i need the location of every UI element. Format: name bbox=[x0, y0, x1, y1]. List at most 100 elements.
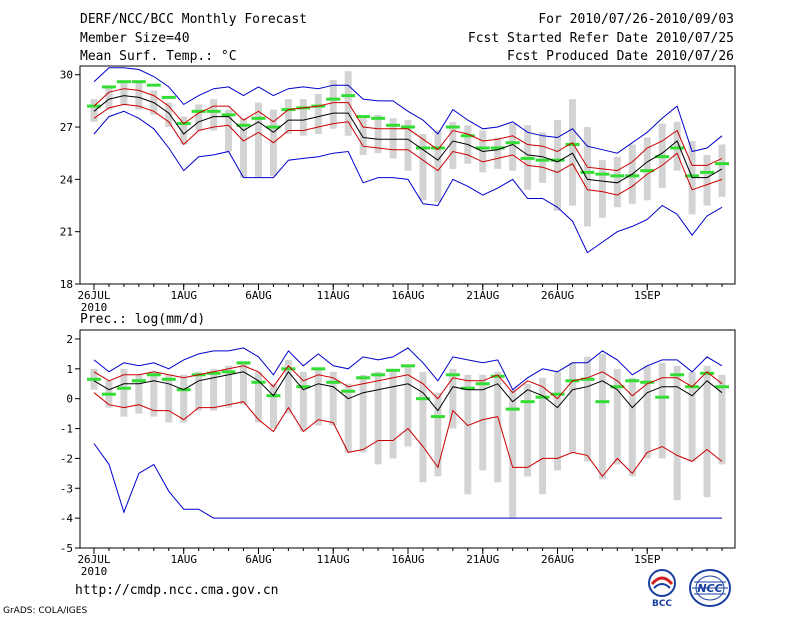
climatology-mark bbox=[700, 170, 715, 174]
climatology-mark bbox=[580, 377, 595, 381]
member-range-bar bbox=[269, 383, 277, 429]
member-range-bar bbox=[628, 377, 636, 477]
ncc-logo-text: NCC bbox=[697, 582, 722, 595]
member-range-bar bbox=[509, 123, 517, 171]
x-tick-label: 16AUG bbox=[391, 289, 424, 302]
x-tick-label: 16AUG bbox=[391, 553, 424, 566]
climatology-mark bbox=[161, 95, 176, 99]
y-tick-label: 18 bbox=[60, 278, 73, 291]
climatology-mark bbox=[595, 400, 610, 404]
member-range-bar bbox=[509, 389, 517, 519]
climatology-mark bbox=[101, 85, 116, 89]
ensemble-mean-line bbox=[93, 370, 723, 412]
climatology-mark bbox=[401, 364, 415, 368]
member-range-bar bbox=[314, 368, 322, 426]
x-tick-label: 26JUL bbox=[77, 553, 110, 566]
climatology-mark bbox=[430, 146, 445, 150]
x-tick-label: 1AUG bbox=[170, 289, 197, 302]
climatology-mark bbox=[640, 380, 655, 384]
member-range-bar bbox=[389, 118, 397, 159]
member-range-bar bbox=[554, 371, 562, 471]
climatology-mark bbox=[131, 80, 146, 84]
climatology-mark bbox=[281, 367, 296, 371]
climatology-mark bbox=[625, 174, 640, 178]
y-tick-label: 27 bbox=[60, 121, 73, 134]
x-tick-label: 1SEP bbox=[634, 553, 661, 566]
climatology-mark bbox=[206, 109, 221, 113]
x-tick-label: 26JUL bbox=[77, 289, 110, 302]
member-range-bar bbox=[135, 81, 143, 110]
member-range-bar bbox=[150, 371, 158, 417]
climatology-mark bbox=[550, 392, 565, 396]
member-range-bar bbox=[613, 156, 621, 208]
max-member-line bbox=[93, 67, 723, 154]
member-range-bar bbox=[195, 371, 203, 411]
y-tick-label: -3 bbox=[60, 482, 73, 495]
member-range-bar bbox=[464, 374, 472, 495]
member-range-bar bbox=[165, 102, 173, 128]
member-range-bar bbox=[449, 121, 457, 169]
climatology-mark bbox=[251, 116, 266, 120]
climatology-mark bbox=[311, 367, 326, 371]
member-range-bar bbox=[225, 365, 233, 408]
climatology-mark bbox=[715, 162, 729, 166]
climatology-mark bbox=[401, 125, 415, 129]
member-range-bar bbox=[329, 79, 337, 129]
mean-minus-std-line bbox=[93, 392, 723, 478]
member-range-bar bbox=[344, 383, 352, 453]
precipitation-axis-title: Prec.: log(mm/d) bbox=[80, 312, 205, 327]
climatology-mark bbox=[475, 382, 490, 386]
member-range-bar bbox=[598, 160, 606, 218]
member-range-bar bbox=[419, 371, 427, 483]
member-range-bar bbox=[299, 371, 307, 432]
climatology-mark bbox=[146, 373, 161, 377]
member-range-bar bbox=[658, 362, 666, 459]
climatology-mark bbox=[655, 155, 670, 159]
climatology-mark bbox=[415, 397, 430, 401]
website-url[interactable]: http://cmdp.ncc.cma.gov.cn bbox=[75, 583, 279, 598]
climatology-mark bbox=[475, 146, 490, 150]
member-range-bar bbox=[120, 368, 128, 417]
member-range-bar bbox=[105, 86, 113, 110]
climatology-mark bbox=[490, 146, 505, 150]
climatology-mark bbox=[625, 379, 640, 383]
x-tick-label: 21AUG bbox=[466, 553, 499, 566]
member-range-bar bbox=[583, 356, 591, 462]
climatology-mark bbox=[445, 125, 460, 129]
member-range-bar bbox=[598, 353, 606, 480]
member-range-bar bbox=[389, 368, 397, 459]
y-tick-label: 2 bbox=[66, 333, 73, 346]
member-range-bar bbox=[539, 377, 547, 495]
y-tick-label: 24 bbox=[60, 173, 74, 186]
x-tick-label: 6AUG bbox=[245, 289, 272, 302]
x-tick-label: 21AUG bbox=[466, 289, 499, 302]
climatology-mark bbox=[640, 169, 655, 173]
climatology-mark bbox=[535, 395, 550, 399]
y-tick-label: 30 bbox=[60, 69, 73, 82]
climatology-mark bbox=[221, 370, 236, 374]
climatology-mark bbox=[371, 373, 386, 377]
member-range-bar bbox=[254, 371, 262, 423]
member-range-bar bbox=[703, 154, 711, 206]
member-range-bar bbox=[703, 365, 711, 498]
climatology-mark bbox=[505, 407, 520, 411]
climatology-mark bbox=[550, 158, 565, 162]
climatology-mark bbox=[505, 141, 520, 145]
climatology-mark bbox=[520, 156, 535, 160]
min-member-line bbox=[93, 110, 723, 254]
x-tick-label: 1AUG bbox=[170, 553, 197, 566]
climatology-mark bbox=[116, 386, 131, 390]
member-range-bar bbox=[359, 374, 367, 453]
member-range-bar bbox=[90, 99, 98, 122]
bcc-logo: BCC bbox=[648, 569, 676, 608]
member-range-bar bbox=[165, 374, 173, 423]
member-range-bar bbox=[210, 368, 218, 411]
y-tick-label: 0 bbox=[66, 393, 73, 406]
member-range-bar bbox=[284, 99, 292, 135]
member-range-bar bbox=[314, 93, 322, 135]
climatology-mark bbox=[87, 104, 101, 108]
member-range-bar bbox=[225, 109, 233, 152]
x-year-label: 2010 bbox=[81, 565, 108, 578]
variable-label: Mean Surf. Temp.: °C bbox=[80, 49, 237, 64]
x-year-label: 2010 bbox=[81, 301, 108, 314]
